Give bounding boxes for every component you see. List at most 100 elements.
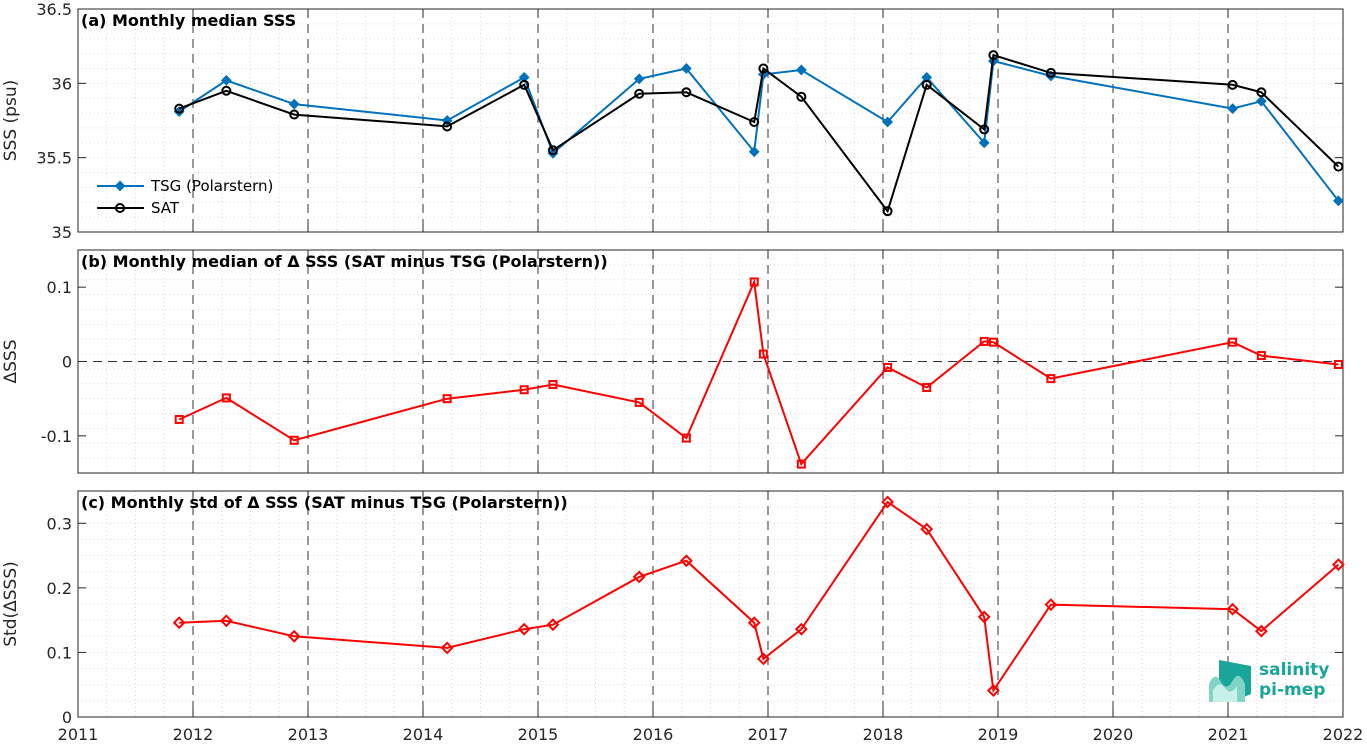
data-point [977,610,991,624]
series-line [178,278,1339,467]
x-tick-label: 2012 [173,725,214,744]
data-point [680,63,692,74]
series-delta [174,277,1343,469]
data-point [679,554,693,568]
x-tick-label: 2020 [1093,725,1134,744]
data-point [979,124,990,135]
data-point [221,85,232,96]
y-tick-label: 0 [62,708,72,727]
legend-marker [115,203,125,213]
salinity-pi-mep-logo: salinity pi-mep [1207,656,1337,704]
data-point [796,459,806,469]
data-point [758,63,769,74]
data-point [920,522,934,536]
chart-panel-2: -0.1 0 0.1 ΔSSS (b) Monthly median of Δ SSS … [1,249,1344,474]
data-point [547,147,559,159]
chart-panel-1: 35 35.5 36 36.5 SSS (psu) (a) Monthly median … [1,0,1344,242]
data-point [442,121,453,132]
data-point [749,277,759,287]
data-point [921,79,932,90]
data-point [632,570,646,584]
data-point [1046,374,1056,384]
legend-marker [114,180,126,192]
data-point [548,380,558,390]
data-point [221,393,231,403]
data-point [922,383,932,393]
minor-grid [78,250,1343,473]
data-point [174,103,185,114]
data-point [1045,67,1056,78]
x-tick-label: 2017 [748,725,789,744]
x-tick-label: 2019 [978,725,1019,744]
data-point [1333,359,1343,369]
data-point [795,64,807,76]
data-point [681,87,692,98]
y-tick-label: -0.1 [41,427,72,446]
x-tick-label: 2021 [1208,725,1249,744]
y-axis-label: Std(ΔSSS) [1,561,21,647]
y-tick-label: 0.1 [47,278,72,297]
data-point [172,616,186,630]
data-point [1254,624,1268,638]
data-point [1044,598,1058,612]
panel-title: (a) Monthly median SSS [81,11,296,30]
data-point [747,616,761,630]
year-grid [192,9,1229,232]
plot-area [78,9,1343,232]
data-point [1227,103,1239,115]
data-point [1332,195,1344,207]
data-point [288,98,300,110]
series-line [179,500,1340,694]
data-point [287,629,301,643]
x-tick-label: 2018 [863,725,904,744]
data-point [1333,161,1344,172]
data-point [519,79,530,90]
data-point [1256,87,1267,98]
y-tick-label: 35.5 [36,149,72,168]
axes-box [77,490,1344,718]
data-point [220,74,232,86]
minor-grid [78,491,1343,717]
logo-waves-icon [1209,660,1251,702]
data-point [547,145,558,156]
panel-title: (c) Monthly std of Δ SSS (SAT minus TSG … [81,493,568,512]
data-point [796,91,807,102]
data-point [1255,95,1267,107]
series-delta [172,495,1345,697]
data-point [519,385,529,395]
data-point [794,622,808,636]
data-point [986,684,1000,697]
x-tick-label: 2022 [1323,725,1364,744]
data-point [881,495,895,509]
data-point [758,349,768,359]
data-point [882,206,893,217]
data-point [883,362,893,372]
data-point [634,88,645,99]
data-point [756,652,770,666]
legend-label: SAT [151,199,180,217]
data-point [882,116,894,128]
panel-title: (b) Monthly median of Δ SSS (SAT minus T… [81,252,608,271]
data-point [988,337,998,347]
data-point [634,397,644,407]
data-point [442,394,452,404]
y-tick-label: 0.1 [47,643,72,662]
data-point [1228,337,1238,347]
logo-text-salinity: salinity [1259,660,1330,680]
chart-panel-3: 0 0.1 0.2 0.3 2011 2012 2013 2014 2015 2016 2017 20… [1,490,1364,744]
data-point [748,146,760,158]
y-axis-label: ΔSSS [1,339,21,383]
data-point [546,618,560,632]
data-point [289,435,299,445]
data-point [749,116,760,127]
data-point [1256,351,1266,361]
data-point [988,50,999,61]
data-point [1331,558,1345,572]
data-point [219,614,233,628]
legend-label: TSG (Polarstern) [150,177,273,195]
logo-text-pi-mep: pi-mep [1259,680,1326,700]
x-tick-label: 2015 [518,725,559,744]
series-sat [174,50,1344,217]
y-axis-label: SSS (psu) [1,80,21,161]
